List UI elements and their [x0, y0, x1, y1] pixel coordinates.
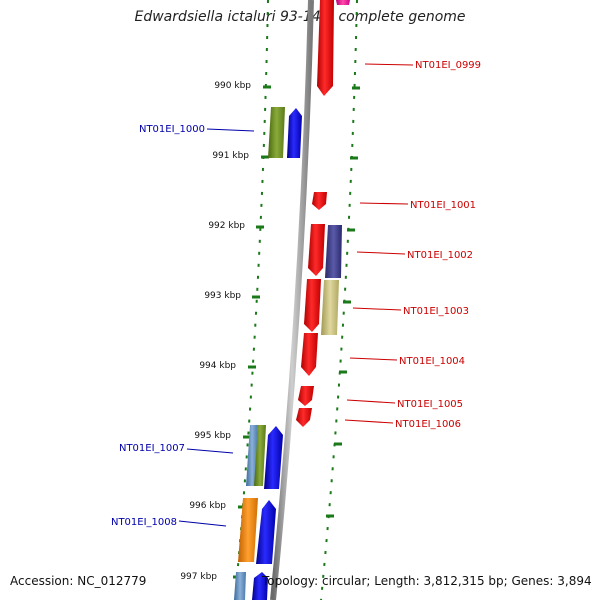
ruler-label: 997 kbp — [180, 572, 217, 582]
gene-NT01EI_1006[interactable] — [296, 408, 312, 427]
gene-NT01EI_1000-olive[interactable] — [268, 107, 285, 158]
gene-NT01EI_1007-olive[interactable] — [254, 425, 266, 486]
right-gene-labels: NT01EI_0999 NT01EI_1001 NT01EI_1002 NT01… — [395, 60, 481, 430]
gene-label[interactable]: NT01EI_0999 — [415, 60, 481, 71]
gene-label[interactable]: NT01EI_1003 — [403, 306, 469, 317]
gene-NT01EI_1002[interactable] — [325, 225, 342, 278]
gene-pink-partial[interactable] — [336, 0, 350, 5]
ruler-label: 990 kbp — [214, 81, 251, 91]
ruler-label: 992 kbp — [208, 221, 245, 231]
gene-NT01EI_1000[interactable] — [287, 108, 302, 158]
gene-label[interactable]: NT01EI_1007 — [119, 443, 185, 454]
genome-backbone — [270, 0, 314, 600]
gene-label[interactable]: NT01EI_1001 — [410, 200, 476, 211]
right-leader-lines — [344, 63, 414, 424]
ruler-label: 991 kbp — [212, 151, 249, 161]
gene-label[interactable]: NT01EI_1000 — [139, 124, 205, 135]
gene-NT01EI_1003-red[interactable] — [304, 279, 321, 332]
forward-strand-genes — [234, 107, 302, 600]
ruler-label: 995 kbp — [194, 431, 231, 441]
ruler-label: 993 kbp — [204, 291, 241, 301]
gene-label[interactable]: NT01EI_1008 — [111, 517, 177, 528]
gene-NT01EI_1005[interactable] — [298, 386, 314, 406]
gene-NT01EI_1003[interactable] — [321, 280, 339, 335]
left-gene-labels: NT01EI_1000 NT01EI_1007 NT01EI_1008 — [111, 124, 205, 528]
genome-summary-text: Topology: circular; Length: 3,812,315 bp… — [262, 574, 592, 588]
gene-NT01EI_1001[interactable] — [312, 192, 327, 210]
reverse-strand-genes — [296, 0, 350, 427]
gene-label[interactable]: NT01EI_1002 — [407, 250, 473, 261]
gene-NT01EI_1007[interactable] — [264, 426, 283, 489]
accession-text: Accession: NC_012779 — [10, 574, 147, 588]
gene-NT01EI_1008-blue[interactable] — [256, 500, 276, 564]
gene-NT01EI_1004[interactable] — [301, 333, 318, 376]
left-leader-lines — [178, 128, 255, 527]
gene-NT01EI_1008[interactable] — [238, 498, 258, 562]
gene-label[interactable]: NT01EI_1005 — [397, 399, 463, 410]
gene-label[interactable]: NT01EI_1004 — [399, 356, 465, 367]
gene-label[interactable]: NT01EI_1006 — [395, 419, 461, 430]
ruler-label: 994 kbp — [199, 361, 236, 371]
gene-NT01EI_1002-red[interactable] — [308, 224, 325, 276]
gene-bottom-steel[interactable] — [234, 572, 246, 600]
ruler-labels: 990 kbp 991 kbp 992 kbp 993 kbp 994 kbp … — [180, 81, 251, 582]
gene-bottom-blue[interactable] — [252, 572, 268, 600]
ruler-label: 996 kbp — [189, 501, 226, 511]
map-title: Edwardsiella ictaluri 93-146, complete g… — [134, 9, 466, 25]
gene-NT01EI_0999[interactable] — [317, 0, 334, 96]
